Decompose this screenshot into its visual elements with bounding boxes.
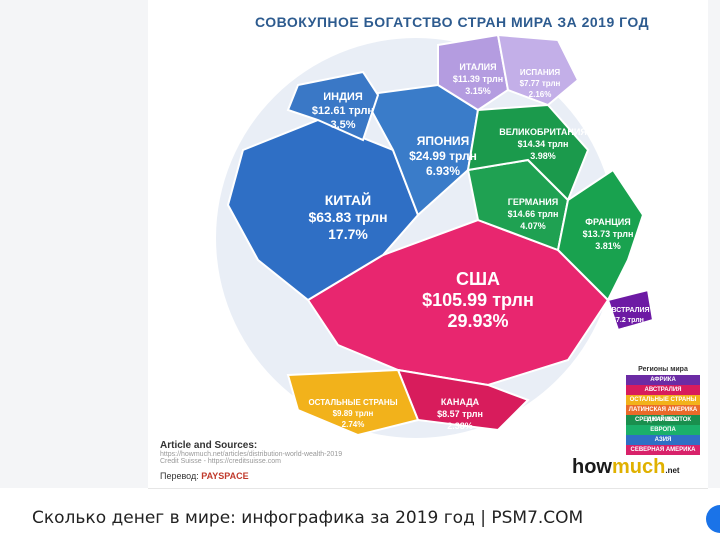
region-name: ОСТАЛЬНЫЕ СТРАНЫ (308, 398, 397, 407)
region-name: КАНАДА (441, 397, 480, 407)
region-label-6: ФРАНЦИЯ $13.73 трлн 3.81% (583, 217, 634, 251)
credits-block: Article and Sources: https://howmuch.net… (160, 440, 342, 481)
region-share: 3.98% (530, 151, 556, 161)
infographic-poster: СОВОКУПНОЕ БОГАТСТВО СТРАН МИРА ЗА 2019 … (148, 0, 708, 489)
region-cell-3 (286, 70, 380, 142)
right-margin (708, 0, 720, 488)
region-value: $7.2 трлн (612, 317, 644, 324)
brand-part-how: how (572, 456, 612, 478)
chart-title: СОВОКУПНОЕ БОГАТСТВО СТРАН МИРА ЗА 2019 … (254, 14, 650, 30)
region-label-5: ВЕЛИКОБРИТАНИЯ $14.34 трлн 3.98% (499, 127, 587, 161)
region-value: $63.83 трлн (308, 209, 387, 225)
region-share: 4.07% (520, 221, 546, 231)
region-value: $12.61 трлн (312, 105, 374, 117)
region-cell-11 (606, 288, 655, 332)
region-value: $7.77 трлн (520, 79, 561, 88)
region-name: ГЕРМАНИЯ (508, 197, 558, 207)
region-value: $8.57 трлн (437, 409, 483, 419)
left-margin (0, 0, 148, 488)
region-share: 2.38% (447, 421, 473, 431)
region-share: 2.16% (529, 90, 552, 99)
region-label-11: АВСТРАЛИЯ $7.2 трлн 2% (606, 307, 649, 334)
region-label-9: КАНАДА $8.57 трлн 2.38% (437, 397, 483, 431)
region-label-8: ИСПАНИЯ $7.77 трлн 2.16% (520, 68, 561, 99)
region-value: $24.99 трлн (409, 149, 477, 163)
region-share: 2.74% (342, 420, 365, 429)
region-value: $14.66 трлн (508, 209, 559, 219)
region-value: $11.39 трлн (453, 74, 503, 84)
legend-entry: СЕВЕРНАЯ АМЕРИКА (626, 445, 700, 455)
translator-logo: PAYSPACE (201, 471, 249, 481)
region-share: 3.15% (465, 86, 491, 96)
region-name: ИТАЛИЯ (459, 62, 496, 72)
region-share: 3.5% (330, 119, 355, 131)
legend-entry: СРЕДНИЙ ВОСТОК (626, 415, 700, 425)
legend-title: Регионы мира (638, 366, 688, 373)
region-name: ФРАНЦИЯ (585, 217, 630, 227)
legend-entry: ЕВРОПА (626, 425, 700, 435)
legend-entry: ОСТАЛЬНЫЕ СТРАНЫ (626, 395, 700, 405)
region-label-10: ОСТАЛЬНЫЕ СТРАНЫ $9.89 трлн 2.74% (308, 398, 397, 429)
region-cell-8 (496, 33, 580, 107)
region-value: $13.73 трлн (583, 229, 634, 239)
region-share: 17.7% (328, 226, 368, 242)
region-name: США (456, 269, 500, 289)
region-value: $105.99 трлн (422, 290, 534, 310)
legend-entry: ЛАТИНСКАЯ АМЕРИКА И КАРИБЫ (626, 405, 700, 423)
region-share: 6.93% (426, 164, 460, 178)
region-cell-7 (437, 33, 510, 112)
translation-label: Перевод: (160, 471, 199, 481)
legend-entry: АЗИЯ (626, 435, 700, 445)
region-share: 29.93% (447, 311, 508, 331)
region-name: АВСТРАЛИЯ (606, 307, 649, 314)
region-name: ИНДИЯ (323, 91, 363, 103)
credits-source-url[interactable]: https://howmuch.net/articles/distributio… (160, 451, 343, 458)
floating-action-button[interactable] (706, 505, 720, 533)
region-cell-0 (306, 218, 610, 387)
regions-legend: Регионы мира АФРИКА АВСТРАЛИЯ ОСТАЛЬНЫЕ СТ… (626, 366, 700, 455)
credits-heading: Article and Sources: (160, 440, 258, 451)
legend-entry: АФРИКА (626, 375, 700, 385)
region-name: ВЕЛИКОБРИТАНИЯ (499, 127, 587, 137)
region-cell-10 (286, 368, 420, 437)
brand-part-much: much (612, 456, 666, 478)
region-name: ИСПАНИЯ (520, 68, 561, 77)
region-value: $14.34 трлн (518, 139, 569, 149)
howmuch-logo[interactable]: howmuch.net (572, 456, 680, 479)
region-cell-6 (556, 168, 645, 302)
region-name: ЯПОНИЯ (417, 134, 470, 148)
region-name: КИТАЙ (325, 191, 371, 208)
region-value: $9.89 трлн (333, 409, 374, 418)
region-label-4: ГЕРМАНИЯ $14.66 трлн 4.07% (508, 197, 559, 231)
brand-part-tld: .net (665, 466, 680, 475)
translation-credit: Перевод: PAYSPACE (160, 471, 342, 481)
region-label-3: ИНДИЯ $12.61 трлн 3.5% (312, 91, 374, 131)
page-caption[interactable]: Сколько денег в мире: инфографика за 201… (32, 508, 584, 528)
region-label-7: ИТАЛИЯ $11.39 трлн 3.15% (453, 62, 503, 96)
credits-source-bank[interactable]: Credit Suisse - https://creditsuisse.com (160, 458, 281, 465)
legend-entry: АВСТРАЛИЯ (626, 385, 700, 395)
region-share: 3.81% (595, 241, 621, 251)
region-share: 2% (623, 327, 634, 334)
